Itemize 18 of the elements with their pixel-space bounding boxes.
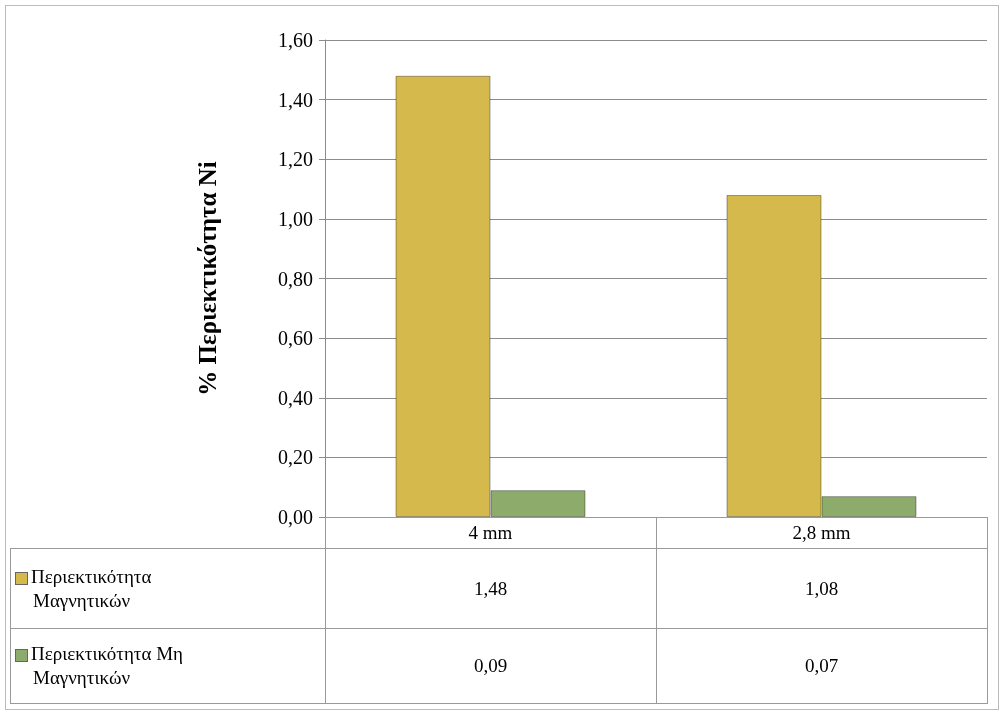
y-tick-label: 1,00	[278, 207, 313, 230]
y-tick-label: 1,60	[278, 29, 313, 51]
y-tick-label: 1,40	[278, 88, 313, 111]
y-tick-label: 0,60	[278, 327, 313, 350]
legend-label: Περιεκτικότητα Μαγνητικών	[10, 548, 325, 629]
y-tick-label: 0,20	[278, 446, 313, 469]
data-label: 1,48	[325, 548, 656, 629]
x-tick-label: 4 mm	[325, 517, 656, 549]
y-tick-label: 1,20	[278, 148, 313, 171]
legend-label: Περιεκτικότητα Μη Μαγνητικών	[10, 628, 325, 704]
data-label: 0,07	[656, 628, 987, 704]
data-label: 1,08	[656, 548, 987, 629]
x-tick-label: 2,8 mm	[656, 517, 987, 549]
y-tick-label: 0,40	[278, 386, 313, 409]
y-tick-label: 0,00	[278, 506, 313, 528]
data-label: 0,09	[325, 628, 656, 704]
y-tick-label: 0,80	[278, 267, 313, 290]
y-axis-title: % Περιεκτικότητα Νi	[194, 161, 221, 396]
